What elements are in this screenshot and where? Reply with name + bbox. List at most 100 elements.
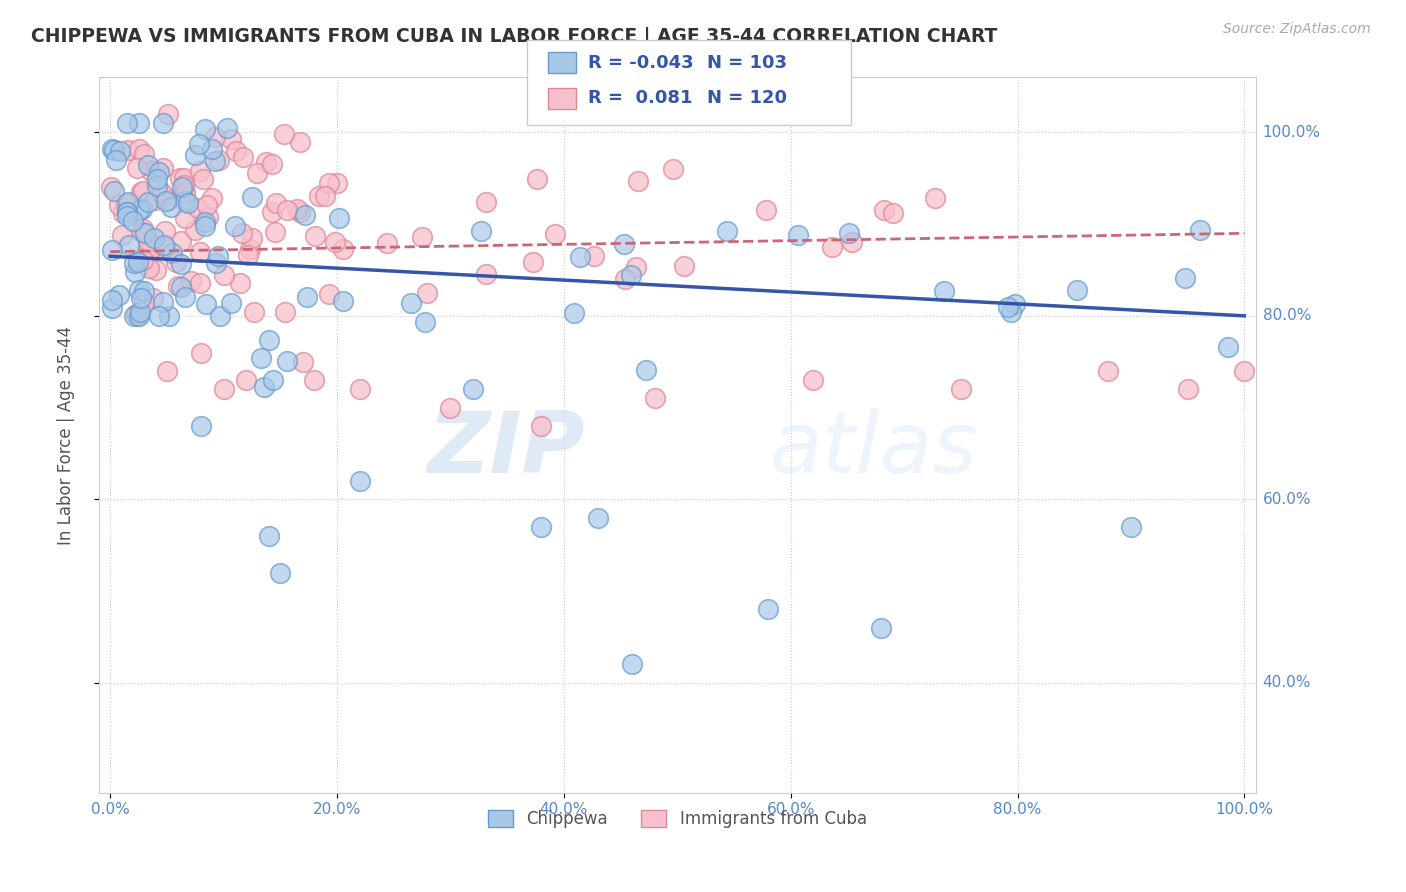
Point xyxy=(212,382,235,396)
Point xyxy=(150,186,173,201)
Point xyxy=(190,345,212,359)
Point xyxy=(1004,297,1026,311)
Point xyxy=(224,219,246,233)
Point xyxy=(318,287,340,301)
Point xyxy=(254,155,277,169)
Point xyxy=(375,235,398,250)
Point xyxy=(328,211,350,226)
Point xyxy=(238,248,260,262)
Text: 40.0%: 40.0% xyxy=(1263,675,1310,690)
Point xyxy=(174,194,197,209)
Point xyxy=(131,225,153,239)
Point xyxy=(170,235,193,249)
Point xyxy=(225,144,247,158)
Point xyxy=(209,309,232,323)
Point xyxy=(673,259,696,273)
Point xyxy=(260,157,283,171)
Point xyxy=(470,224,492,238)
Point xyxy=(100,179,122,194)
Point xyxy=(240,190,263,204)
Point xyxy=(1177,382,1199,396)
Point xyxy=(620,268,643,282)
Point xyxy=(155,224,177,238)
Point xyxy=(461,382,484,396)
Point xyxy=(146,179,169,194)
Point xyxy=(235,373,257,387)
Point xyxy=(173,180,195,194)
Point xyxy=(297,290,319,304)
Point xyxy=(620,657,643,672)
Point xyxy=(197,210,219,224)
Point xyxy=(1233,364,1256,378)
Point xyxy=(152,188,174,202)
Point xyxy=(105,153,128,168)
Point xyxy=(188,164,211,178)
Point xyxy=(128,116,150,130)
Point xyxy=(439,401,461,415)
Point xyxy=(841,235,863,249)
Point xyxy=(949,382,972,396)
Point xyxy=(122,214,145,228)
Point xyxy=(128,283,150,297)
Point xyxy=(117,195,139,210)
Point xyxy=(157,309,180,323)
Point xyxy=(221,131,243,145)
Point xyxy=(257,333,280,347)
Point xyxy=(115,205,138,219)
Point xyxy=(1066,283,1088,297)
Point xyxy=(125,309,148,323)
Point xyxy=(294,208,316,222)
Point xyxy=(262,373,284,387)
Point xyxy=(304,229,326,244)
Point xyxy=(160,200,183,214)
Point xyxy=(169,256,191,270)
Point xyxy=(188,245,211,260)
Point xyxy=(276,354,298,368)
Point xyxy=(132,222,155,236)
Point xyxy=(138,245,160,260)
Point xyxy=(243,305,266,319)
Point xyxy=(263,225,285,239)
Point xyxy=(111,228,134,243)
Point xyxy=(212,268,235,283)
Point xyxy=(626,260,648,274)
Point xyxy=(332,242,354,256)
Point xyxy=(174,290,197,304)
Point xyxy=(326,176,349,190)
Point xyxy=(228,276,250,290)
Point xyxy=(117,205,139,219)
Point xyxy=(787,227,810,242)
Point xyxy=(544,227,567,242)
Point xyxy=(208,153,231,167)
Point xyxy=(1119,520,1142,534)
Point xyxy=(613,236,636,251)
Text: ZIP: ZIP xyxy=(427,408,585,491)
Point xyxy=(253,380,276,394)
Point xyxy=(180,274,202,288)
Point xyxy=(870,621,893,635)
Point xyxy=(349,474,371,488)
Text: 60.0%: 60.0% xyxy=(1263,491,1312,507)
Point xyxy=(132,184,155,198)
Point xyxy=(128,203,150,218)
Point xyxy=(240,231,263,245)
Point xyxy=(148,164,170,178)
Point xyxy=(108,197,131,211)
Point xyxy=(882,206,904,220)
Point xyxy=(194,122,217,136)
Point xyxy=(122,256,145,270)
Point xyxy=(125,307,148,321)
Point xyxy=(188,277,211,291)
Point xyxy=(170,180,193,194)
Text: atlas: atlas xyxy=(770,408,977,491)
Point xyxy=(141,291,163,305)
Point xyxy=(997,300,1019,314)
Point xyxy=(285,202,308,217)
Point xyxy=(156,364,179,378)
Point xyxy=(215,120,238,135)
Point xyxy=(145,193,167,207)
Point xyxy=(108,144,131,158)
Point xyxy=(662,162,685,177)
Point xyxy=(169,171,191,186)
Point xyxy=(201,142,224,156)
